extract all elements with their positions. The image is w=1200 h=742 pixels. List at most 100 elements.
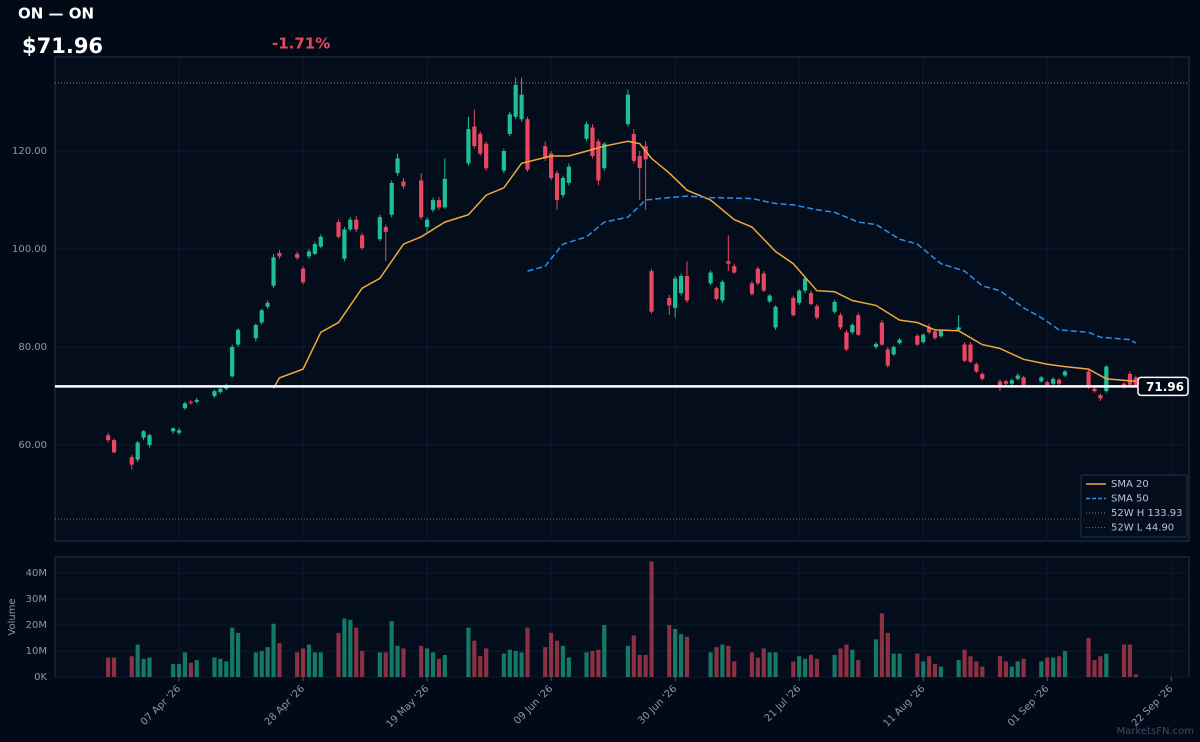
volume-bar	[802, 658, 808, 677]
legend-label: 52W H 133.93	[1111, 508, 1182, 519]
change-label: -1.71%	[272, 35, 330, 53]
volume-bar	[1133, 674, 1138, 677]
candle-body	[430, 200, 436, 210]
price-label: $71.96	[22, 34, 103, 58]
candle-body	[259, 310, 264, 323]
volume-bar	[749, 652, 755, 677]
candle-body	[897, 339, 902, 344]
candle-body	[106, 435, 111, 441]
volume-bar	[430, 652, 436, 677]
candle-body	[348, 219, 353, 230]
volume-bar	[466, 627, 471, 677]
candle-body	[419, 180, 424, 218]
volume-bar	[525, 627, 530, 677]
volume-bar	[401, 648, 406, 677]
candle-body	[631, 133, 636, 161]
candle-body	[129, 457, 134, 465]
candle-body	[218, 388, 223, 393]
volume-bar	[631, 635, 636, 677]
volume-bar	[1056, 656, 1062, 677]
volume-bar	[684, 636, 690, 677]
volume-bar	[891, 653, 896, 677]
candle-body	[560, 178, 566, 196]
candle-body	[814, 306, 820, 318]
legend-label: SMA 50	[1111, 494, 1149, 505]
candle-body	[673, 278, 678, 308]
y-tick-label: 100.00	[12, 244, 47, 255]
volume-bar	[1003, 661, 1009, 677]
candle-body	[507, 114, 512, 134]
volume-bar	[194, 660, 199, 677]
candle-body	[921, 334, 926, 343]
candle-body	[424, 219, 430, 227]
volume-bar	[1104, 653, 1109, 677]
volume-bar	[543, 647, 548, 677]
volume-bar	[348, 619, 353, 677]
volume-bar	[312, 652, 317, 677]
candle-body	[1003, 381, 1009, 384]
volume-bar	[442, 654, 447, 677]
legend-box	[1080, 474, 1188, 538]
volume-bar	[968, 656, 973, 677]
volume-bar	[596, 649, 601, 677]
candle-body	[932, 331, 938, 339]
candle-body	[1133, 377, 1138, 387]
volume-bar	[1062, 651, 1068, 677]
candle-body	[726, 261, 731, 264]
candle-body	[253, 324, 258, 339]
volume-bar	[732, 661, 737, 677]
candle-body	[584, 124, 589, 139]
volume-bar	[885, 632, 890, 677]
volume-bar	[342, 618, 347, 677]
candle-body	[554, 173, 560, 201]
volume-bar	[224, 661, 229, 677]
candle-body	[838, 315, 843, 328]
volume-bar	[625, 645, 631, 677]
price-panel	[54, 56, 1190, 542]
candle-body	[1127, 373, 1133, 385]
volume-bar	[507, 649, 512, 677]
volume-bar	[436, 658, 442, 677]
volume-bar	[673, 628, 678, 677]
candle-body	[749, 283, 755, 295]
candle-body	[360, 235, 365, 249]
candle-body	[265, 302, 270, 307]
candle-body	[383, 226, 388, 232]
watermark: MarketsFN.com	[1117, 726, 1194, 737]
candle-body	[879, 322, 884, 345]
candle-body	[171, 428, 176, 432]
volume-tick-label: 10M	[26, 646, 47, 657]
candle-body	[927, 327, 932, 333]
volume-bar	[336, 632, 341, 677]
candle-body	[141, 431, 146, 438]
volume-tick-label: 40M	[26, 568, 47, 579]
candle-body	[649, 271, 654, 312]
candle-body	[466, 129, 471, 164]
candle-body	[1056, 379, 1062, 384]
candle-body	[395, 158, 400, 174]
volume-bar	[927, 656, 932, 677]
candle-body	[873, 344, 879, 348]
volume-bar	[856, 660, 861, 677]
volume-bar	[678, 634, 684, 677]
volume-bar	[1121, 644, 1127, 677]
volume-bar	[419, 645, 424, 677]
volume-bar	[932, 664, 938, 677]
volume-bar	[714, 647, 719, 677]
candle-body	[300, 268, 306, 283]
volume-bar	[974, 661, 979, 677]
candle-body	[891, 347, 896, 355]
candle-body	[1062, 371, 1068, 376]
candle-body	[318, 236, 323, 247]
candle-body	[596, 141, 601, 181]
candle-body	[1045, 382, 1050, 386]
volume-bar	[106, 657, 111, 677]
candle-body	[194, 399, 199, 402]
candle-body	[974, 364, 979, 372]
volume-bar	[383, 652, 388, 677]
candle-body	[1015, 375, 1020, 379]
volume-bar	[1045, 657, 1050, 677]
legend-label: 52W L 44.90	[1111, 523, 1174, 534]
candle-body	[1092, 388, 1097, 392]
candle-body	[643, 146, 648, 160]
